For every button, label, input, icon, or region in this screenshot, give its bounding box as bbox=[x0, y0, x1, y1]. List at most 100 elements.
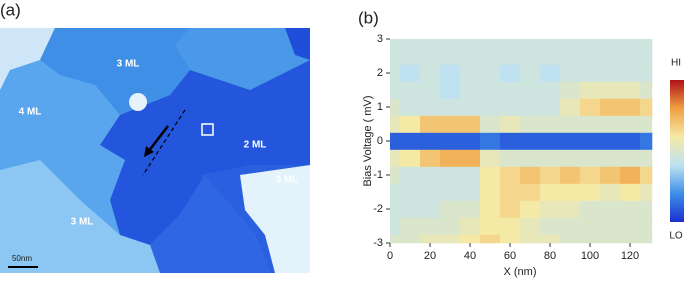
heatmap-cell bbox=[460, 149, 481, 167]
heatmap-cell bbox=[480, 234, 501, 244]
heatmap-cell bbox=[420, 98, 441, 116]
x-tick-label: 120 bbox=[621, 250, 639, 262]
heatmap-cell bbox=[620, 149, 641, 167]
heatmap-cell bbox=[580, 132, 601, 150]
heatmap-cell bbox=[500, 166, 521, 184]
heatmap-cell bbox=[520, 200, 541, 218]
heatmap-cell bbox=[600, 47, 621, 65]
heatmap-cell bbox=[560, 98, 581, 116]
heatmap-cell bbox=[440, 217, 461, 235]
heatmap-cell bbox=[600, 149, 621, 167]
heatmap-cell bbox=[520, 64, 541, 82]
x-tick-label: 40 bbox=[464, 250, 476, 262]
heatmap-cell bbox=[620, 98, 641, 116]
heatmap-cell bbox=[440, 166, 461, 184]
heatmap-cell bbox=[440, 64, 461, 82]
heatmap-cell bbox=[500, 132, 521, 150]
heatmap-cell bbox=[640, 183, 653, 201]
heatmap-cell bbox=[460, 234, 481, 244]
heatmap-cell bbox=[440, 81, 461, 99]
heatmap-cell bbox=[540, 234, 561, 244]
heatmap-cell bbox=[500, 234, 521, 244]
heatmap-cell bbox=[390, 149, 401, 167]
heatmap-cell bbox=[640, 81, 653, 99]
heatmap-cell bbox=[600, 132, 621, 150]
annotation: 3 ML bbox=[71, 217, 94, 228]
heatmap-cell bbox=[540, 115, 561, 133]
heatmap-cell bbox=[580, 47, 601, 65]
heatmap-cell bbox=[520, 132, 541, 150]
heatmap-cell bbox=[540, 39, 561, 48]
heatmap-cell bbox=[520, 81, 541, 99]
heatmap-cell bbox=[500, 98, 521, 116]
heatmap-cell bbox=[520, 217, 541, 235]
heatmap-cell bbox=[390, 39, 401, 48]
heatmap-cell bbox=[480, 132, 501, 150]
heatmap-cell bbox=[420, 149, 441, 167]
heatmap-cell bbox=[620, 200, 641, 218]
heatmap-cell bbox=[560, 149, 581, 167]
heatmap-cell bbox=[460, 115, 481, 133]
heatmap-cell bbox=[580, 81, 601, 99]
scale-bar-label: 50nm bbox=[12, 254, 32, 263]
terrace bbox=[285, 28, 310, 60]
heatmap-cell bbox=[600, 115, 621, 133]
heatmap-cell bbox=[440, 47, 461, 65]
heatmap-cell bbox=[460, 217, 481, 235]
heatmap-cell bbox=[600, 39, 621, 48]
heatmap-cell bbox=[400, 234, 421, 244]
heatmap-cell bbox=[620, 132, 641, 150]
heatmap-cell bbox=[460, 47, 481, 65]
heatmap-cell bbox=[500, 200, 521, 218]
heatmap-cell bbox=[600, 98, 621, 116]
heatmap-cell bbox=[540, 166, 561, 184]
heatmap-cell bbox=[480, 81, 501, 99]
heatmap-cell bbox=[420, 47, 441, 65]
heatmap-cell bbox=[440, 183, 461, 201]
heatmap-cell bbox=[460, 98, 481, 116]
heatmap-cell bbox=[640, 166, 653, 184]
heatmap-cell bbox=[520, 166, 541, 184]
heatmap-cell bbox=[580, 64, 601, 82]
y-tick-label: 2 bbox=[377, 67, 383, 79]
heatmap-cell bbox=[390, 217, 401, 235]
heatmap-cell bbox=[480, 64, 501, 82]
colorbar-low: LO bbox=[669, 231, 683, 242]
heatmap-cell bbox=[400, 217, 421, 235]
heatmap-cell bbox=[560, 183, 581, 201]
heatmap-cell bbox=[640, 217, 653, 235]
heatmap-cell bbox=[400, 81, 421, 99]
heatmap-cell bbox=[390, 200, 401, 218]
heatmap-cell bbox=[560, 47, 581, 65]
heatmap-cell bbox=[440, 234, 461, 244]
heatmap-cell bbox=[480, 200, 501, 218]
y-tick-label: 1 bbox=[377, 101, 383, 113]
heatmap-cell bbox=[620, 217, 641, 235]
heatmap-cell bbox=[390, 166, 401, 184]
heatmap-cell bbox=[480, 39, 501, 48]
heatmap-cell bbox=[420, 200, 441, 218]
heatmap-cell bbox=[440, 200, 461, 218]
heatmap-cell bbox=[420, 234, 441, 244]
heatmap-cell bbox=[640, 132, 653, 150]
heatmap-cell bbox=[390, 98, 401, 116]
heatmap-cell bbox=[440, 149, 461, 167]
x-tick-label: 80 bbox=[544, 250, 556, 262]
heatmap-cell bbox=[580, 234, 601, 244]
heatmap-cell bbox=[640, 98, 653, 116]
colorbar-high: HI bbox=[671, 58, 681, 69]
heatmap-cell bbox=[500, 81, 521, 99]
terrace bbox=[240, 165, 310, 273]
heatmap-cell bbox=[400, 132, 421, 150]
heatmap-cell bbox=[480, 166, 501, 184]
heatmap-cell bbox=[500, 217, 521, 235]
heatmap-cell bbox=[560, 132, 581, 150]
y-tick-label: 0 bbox=[377, 135, 383, 147]
heatmap-cell bbox=[600, 64, 621, 82]
heatmap-cell bbox=[560, 200, 581, 218]
heatmap-cell bbox=[640, 200, 653, 218]
heatmap-cell bbox=[580, 98, 601, 116]
heatmap-cell bbox=[580, 115, 601, 133]
heatmap-cell bbox=[420, 166, 441, 184]
heatmap-cell bbox=[460, 200, 481, 218]
